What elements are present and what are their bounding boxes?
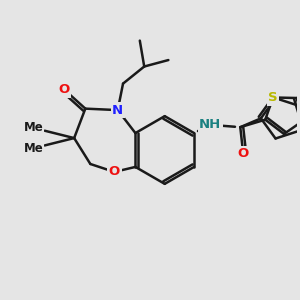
Text: N: N (112, 103, 123, 117)
Text: NH: NH (199, 118, 221, 131)
Text: Me: Me (23, 121, 43, 134)
Text: S: S (268, 91, 278, 104)
Text: O: O (58, 83, 70, 96)
Text: O: O (109, 165, 120, 178)
Text: O: O (238, 147, 249, 160)
Text: Me: Me (23, 142, 43, 155)
